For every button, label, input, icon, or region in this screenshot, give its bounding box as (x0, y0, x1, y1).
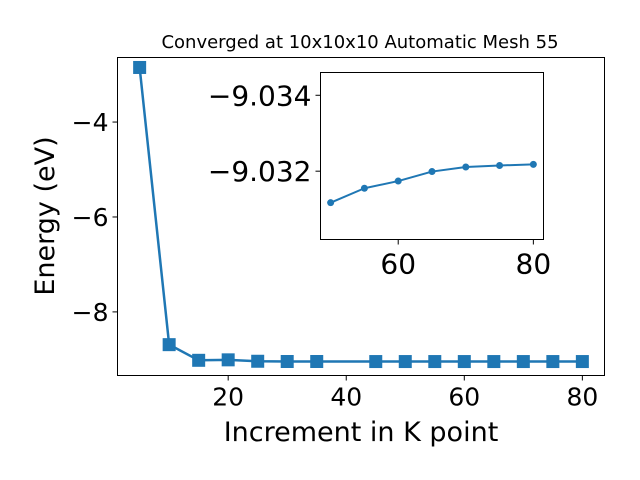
main-data-point (280, 355, 294, 368)
main-ticks-layer: 20 40 60 80 −4 −6 −8 (72, 108, 599, 411)
main-data-point (398, 355, 412, 369)
inset-y-tick-label: −9.032 (208, 155, 312, 188)
main-y-tick-label: −8 (72, 298, 109, 327)
main-data-point (310, 355, 324, 368)
inset-data-point (394, 177, 402, 185)
main-data-point (251, 354, 265, 368)
inset-data-point (529, 160, 537, 168)
main-data-point (192, 353, 206, 367)
main-x-tick-label: 60 (448, 383, 480, 412)
inset-x-tick-label: 60 (380, 248, 416, 281)
inset-data-point (360, 184, 368, 192)
inset-plot: 60 80 −9.034 −9.032 (208, 72, 551, 281)
inset-data-point (462, 163, 470, 171)
inset-data-point (428, 168, 436, 176)
x-axis-label: Increment in K point (224, 417, 499, 448)
inset-x-tick-label: 80 (516, 248, 552, 281)
main-data-point (487, 355, 501, 369)
inset-series-layer (327, 160, 537, 207)
inset-y-tick-label: −9.034 (208, 79, 312, 112)
main-data-point (516, 355, 530, 369)
chart-title: Converged at 10x10x10 Automatic Mesh 55 (161, 32, 558, 53)
main-data-point (221, 353, 235, 367)
inset-data-point (496, 161, 504, 169)
inset-data-point (327, 199, 335, 207)
inset-axes-frame (320, 72, 544, 240)
main-data-point (457, 355, 471, 369)
main-data-point (133, 60, 147, 74)
main-data-point (369, 355, 383, 369)
main-y-tick-label: −6 (72, 203, 109, 232)
main-plot: Converged at 10x10x10 Automatic Mesh 55 … (30, 32, 605, 448)
main-data-point (428, 355, 442, 369)
main-series-layer (133, 60, 589, 369)
main-x-tick-label: 80 (566, 383, 598, 412)
y-axis-label: Energy (eV) (30, 136, 61, 295)
inset-ticks-layer: 60 80 −9.034 −9.032 (208, 79, 551, 280)
main-data-point (162, 338, 176, 352)
inset-background (320, 72, 544, 240)
main-data-point (546, 355, 560, 369)
main-x-tick-label: 20 (212, 383, 244, 412)
main-data-point (575, 355, 589, 369)
main-x-tick-label: 40 (330, 383, 362, 412)
main-y-tick-label: −4 (72, 108, 109, 137)
